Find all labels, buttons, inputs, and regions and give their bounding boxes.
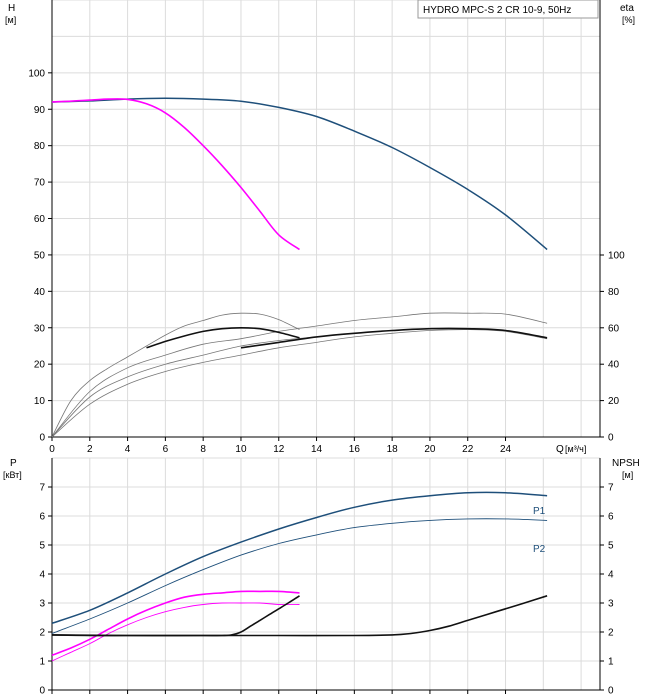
y-right-name-bottom: NPSH (612, 458, 640, 469)
y-left-tick-label: 1 (39, 657, 45, 668)
y-left-tick-label: 30 (34, 323, 46, 334)
series-eta-thin-2 (51, 312, 548, 438)
y-left-tick-label: 100 (28, 68, 45, 79)
x-tick-label: 20 (424, 444, 436, 455)
y-left-tick-label: 2 (39, 628, 45, 639)
series-eta-thick-1 (146, 326, 300, 349)
x-unit: [м³/ч] (565, 444, 586, 454)
y-right-tick-label: 80 (608, 287, 620, 298)
series-eta-thin-1 (51, 312, 300, 438)
y-left-tick-label: 80 (34, 141, 46, 152)
series-eta-thick-2 (240, 327, 548, 349)
y-right-unit-bottom: [м] (622, 470, 633, 480)
x-tick-label: 24 (500, 444, 512, 455)
x-tick-label: 2 (87, 444, 93, 455)
y-left-tick-label: 90 (34, 105, 46, 116)
y-left-tick-label: 3 (39, 599, 45, 610)
x-tick-label: 14 (311, 444, 323, 455)
y-left-tick-label: 20 (34, 360, 46, 371)
y-right-tick-label: 0 (608, 433, 614, 444)
x-tick-label: 6 (163, 444, 169, 455)
x-tick-label: 4 (125, 444, 131, 455)
y-left-tick-label: 6 (39, 512, 45, 523)
y-right-tick-label: 5 (608, 541, 614, 552)
y-left-tick-label: 4 (39, 570, 45, 581)
y-left-name-top: H (8, 3, 15, 14)
y-right-tick-label: 3 (608, 599, 614, 610)
y-left-unit-bottom: [кВт] (3, 470, 22, 480)
series-head-single (51, 98, 300, 251)
y-right-tick-label: 6 (608, 512, 614, 523)
y-left-unit-top: [м] (5, 15, 16, 25)
series-head-total (51, 97, 548, 251)
x-tick-label: 12 (273, 444, 285, 455)
y-left-tick-label: 50 (34, 250, 46, 261)
x-tick-label: 0 (49, 444, 55, 455)
y-left-tick-label: 60 (34, 214, 46, 225)
y-right-tick-label: 7 (608, 483, 614, 494)
series-npsh-total (51, 595, 548, 637)
x-tick-label: 10 (235, 444, 247, 455)
y-left-tick-label: 7 (39, 483, 45, 494)
series-p1-total (51, 491, 548, 625)
y-right-name-top: eta (620, 3, 634, 14)
y-left-tick-label: 70 (34, 178, 46, 189)
y-left-tick-label: 0 (39, 686, 45, 697)
y-right-tick-label: 20 (608, 396, 620, 407)
power-npsh-plot: 0 1 2 3 4 5 6 7 0 1 2 3 4 5 6 7 (39, 457, 614, 697)
y-right-tick-label: 1 (608, 657, 614, 668)
y-right-tick-label: 100 (608, 251, 625, 262)
p2-label: P2 (533, 544, 546, 555)
y-right-tick-label: 2 (608, 628, 614, 639)
x-tick-label: 16 (349, 444, 361, 455)
y-right-tick-label: 4 (608, 570, 614, 581)
y-left-tick-label: 5 (39, 541, 45, 552)
series-p1-single (51, 590, 300, 656)
x-tick-label: 18 (387, 444, 399, 455)
title-box (417, 0, 599, 19)
x-tick-label: 8 (200, 444, 206, 455)
chart-title: HYDRO MPC-S 2 CR 10-9, 50Hz (423, 5, 571, 16)
y-right-tick-label: 0 (608, 686, 614, 697)
x-tick-label: 22 (462, 444, 474, 455)
p1-label: P1 (533, 506, 546, 517)
series-eta-thin-4 (51, 329, 548, 438)
y-left-name-bottom: P (10, 458, 17, 469)
y-right-unit-top: [%] (622, 15, 635, 25)
y-right-tick-label: 40 (608, 360, 620, 371)
x-name: Q (556, 444, 564, 455)
y-left-tick-label: 40 (34, 287, 46, 298)
series-p2-total (51, 518, 548, 634)
grid-top (51, 0, 600, 438)
series-npsh-single (51, 595, 300, 637)
y-right-tick-label: 60 (608, 323, 620, 334)
y-left-tick-label: 0 (39, 433, 45, 444)
series-p2-single (51, 602, 300, 662)
y-left-tick-label: 10 (34, 396, 46, 407)
